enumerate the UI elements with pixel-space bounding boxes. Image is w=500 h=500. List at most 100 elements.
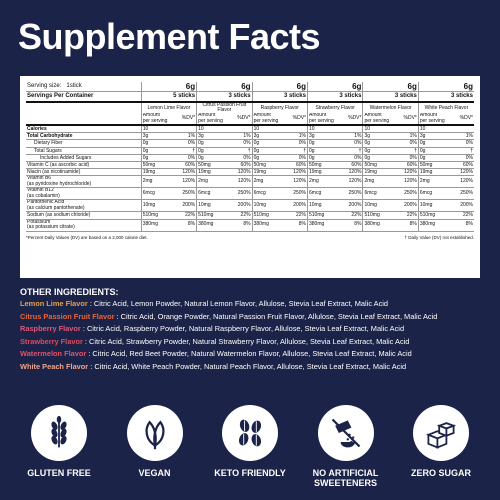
nutrient-dv: 200% (446, 199, 474, 213)
nutrient-name: Total Sugars (26, 147, 142, 155)
nutrient-dv: 1% (279, 132, 308, 141)
nutrient-dv: † (224, 147, 253, 155)
badge-label: NO ARTIFICIAL SWEETENERS (312, 468, 379, 488)
nutrient-amount: 10mg (417, 199, 447, 213)
nutrient-amount: 380mg (251, 219, 280, 232)
nutrient-label: Total Carbohydrate (27, 133, 73, 140)
servings-count: 3 sticks (417, 91, 474, 102)
leaves-icon (126, 405, 183, 461)
facts-table: Serving size: 1stick 6g 6g 6g 6g 6g 6g Servings… (26, 82, 474, 232)
dv-label: %DV* (335, 113, 363, 126)
other-ingredients-title: OTHER INGREDIENTS: (20, 287, 119, 297)
nutrient-dv: 200% (335, 199, 363, 213)
nutrient-amount: 0g (251, 154, 280, 163)
nutrient-dv: 0% (390, 154, 419, 163)
nutrient-row: Pantothenic Acid (as calcium pantothenate… (26, 199, 474, 213)
nutrient-amount: 0g (307, 147, 336, 155)
footnote-dv: *Percent Daily Values (DV) are based on … (26, 234, 148, 240)
nutrient-dv (279, 124, 308, 134)
nutrient-dv: 120% (224, 175, 253, 189)
sugar-cubes-icon (413, 405, 469, 461)
nutrient-dv: 200% (390, 199, 419, 213)
ingredient-list: : Citric Acid, Lemon Powder, Natural Lem… (87, 299, 389, 308)
nutrient-name: Pantothenic Acid (as calcium pantothenate… (26, 199, 142, 213)
nutrient-amount: 10 (417, 124, 447, 134)
nutrient-amount: 0g (251, 147, 280, 155)
ingredient-list: : Citric Acid, White Peach Powder, Natur… (88, 361, 407, 371)
ingredient-line: Raspberry Flavor : Citric Acid, Raspberr… (20, 323, 490, 336)
nutrient-name: Niacin (as nicotinamide) (26, 168, 142, 177)
nutrient-dv: 0% (224, 139, 253, 148)
serving-size-text: Serving size: (27, 83, 62, 89)
nutrient-label: Calories (27, 126, 47, 132)
nutrient-amount: 50mg (362, 161, 391, 170)
nutrient-amount: 0g (417, 139, 447, 148)
nutrient-dv: 22% (279, 211, 308, 220)
amount-per-serving-label: Amount per serving (307, 113, 336, 126)
no-sweetener-icon (317, 405, 374, 461)
badge: ZERO SUGAR (396, 405, 486, 488)
badge: KETO FRIENDLY (205, 405, 295, 488)
nutrient-amount: 2mg (140, 175, 169, 189)
nutrient-label: Pantothenic Acid (27, 199, 65, 206)
nutrient-amount: 6mcg (307, 187, 336, 201)
nutrient-amount: 0g (417, 147, 447, 155)
nutrient-row: Potassium (as potassium citrate) 380mg 8% 38… (26, 219, 474, 232)
nutrient-dv: 0% (168, 139, 197, 148)
nutrient-amount: 0g (307, 154, 336, 163)
nutrient-dv: 60% (168, 161, 197, 170)
flavor-header-spacer (26, 101, 142, 113)
nutrient-dv (390, 124, 419, 134)
nutrient-dv: † (168, 147, 197, 155)
badge-label: VEGAN (138, 468, 171, 478)
nutrient-amount: 19mg (362, 168, 391, 177)
nutrient-dv: 120% (168, 168, 197, 177)
nutrient-label: Sodium (as sodium chloride) (27, 212, 91, 219)
nutrient-dv: 0% (335, 154, 363, 163)
nutrient-dv: 120% (224, 168, 253, 177)
amount-per-serving-label: Amount per serving (362, 113, 391, 126)
nutrient-row: Total Carbohydrate 3g 1% 3g 1% 3g 1% 3g 1% 3g 1% 3g… (26, 132, 474, 141)
nutrient-amount: 0g (362, 154, 391, 163)
nutrient-dv: † (390, 147, 419, 155)
footnote-dagger: † Daily Value (DV) not established. (404, 234, 474, 240)
nutrient-amount: 510mg (417, 211, 447, 220)
nutrient-amount: 10mg (140, 199, 169, 213)
ingredient-line: Lemon Lime Flavor : Citric Acid, Lemon P… (20, 298, 490, 311)
nutrient-name: Includes Added Sugars (26, 154, 142, 163)
nutrient-dv: 60% (446, 161, 474, 170)
nutrient-name: Potassium (as potassium citrate) (26, 219, 142, 232)
nutrient-dv: 250% (390, 187, 419, 201)
ingredient-list: : Citric Acid, Red Beet Powder, Natural … (86, 349, 412, 358)
nutrient-amount: 0g (362, 147, 391, 155)
badge: NO ARTIFICIAL SWEETENERS (301, 405, 391, 488)
nutrient-row: Dietary Fiber 0g 0% 0g 0% 0g 0% 0g 0% 0g 0% 0g 0% (26, 139, 474, 148)
badge-label: GLUTEN FREE (27, 468, 91, 478)
servings-per-container-label: Servings Per Container (27, 93, 94, 99)
nutrient-dv: 22% (224, 211, 253, 220)
supplement-facts-panel: Serving size: 1stick 6g 6g 6g 6g 6g 6g Servings… (20, 76, 480, 278)
serving-grams: 6g (417, 82, 474, 92)
flavor-name: Lemon Lime Flavor (140, 101, 197, 113)
nutrient-amount: 380mg (307, 219, 336, 232)
nutrient-amount: 3g (140, 132, 169, 141)
nutrient-dv: 0% (168, 154, 197, 163)
amount-per-serving-label: Amount per serving (417, 113, 447, 126)
ingredient-flavor: Raspberry Flavor (20, 324, 81, 333)
servings-count: 5 sticks (140, 91, 197, 102)
nutrient-row: Niacin (as nicotinamide) 19mg 120% 19mg 120%… (26, 168, 474, 177)
nutrient-amount: 19mg (417, 168, 447, 177)
nutrient-name: Calories (26, 124, 142, 134)
nutrient-amount: 6mcg (362, 187, 391, 201)
nutrient-dv: 22% (390, 211, 419, 220)
nutrient-dv (168, 124, 197, 134)
nutrient-amount: 0g (140, 147, 169, 155)
servings-count: 3 sticks (251, 91, 308, 102)
nutrient-name: Vitamin C (as ascorbic acid) (26, 161, 142, 170)
nutrient-amount: 0g (196, 139, 225, 148)
nutrient-name: Vitamin B6 (as pyridoxine hydrochloride) (26, 175, 142, 189)
nutrient-dv: 60% (335, 161, 363, 170)
nutrient-dv (335, 124, 363, 134)
flavor-name: Citrus Passion Fruit Flavor (196, 101, 253, 113)
flavor-name: Strawberry Flavor (306, 101, 363, 113)
